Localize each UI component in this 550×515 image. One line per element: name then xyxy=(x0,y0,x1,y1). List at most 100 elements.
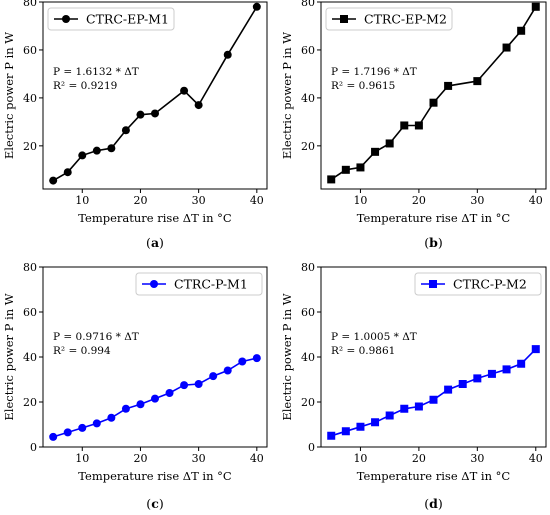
data-point xyxy=(429,395,438,404)
x-tick-label: 20 xyxy=(133,452,147,465)
data-point xyxy=(371,418,380,427)
x-axis-label: Temperature rise ΔT in °C xyxy=(78,211,232,225)
x-axis-label: Temperature rise ΔT in °C xyxy=(357,211,511,225)
y-tick-label: 0 xyxy=(308,441,315,454)
y-tick-label: 80 xyxy=(301,0,315,9)
data-point xyxy=(63,168,72,177)
chart-panel-a: 10 20 30 40 20 40 60 80 Temperature rise ΔT in °… xyxy=(2,0,268,250)
x-tick-label: 20 xyxy=(412,452,426,465)
y-tick-label: 20 xyxy=(301,396,315,409)
fit-annotation: R² = 0.9861 xyxy=(331,345,395,357)
data-point xyxy=(194,101,203,110)
legend-box xyxy=(47,7,175,31)
fit-annotation: P = 1.6132 * ΔT xyxy=(53,66,139,78)
data-point xyxy=(107,413,116,422)
x-axis-label: Temperature rise ΔT in °C xyxy=(357,469,511,483)
fit-annotation: P = 1.7196 * ΔT xyxy=(331,66,417,78)
y-tick-label: 20 xyxy=(23,140,37,153)
y-axis-label: Electric power P in W xyxy=(280,293,294,420)
legend: CTRC-EP-M2 xyxy=(325,7,453,31)
data-point xyxy=(414,402,423,411)
x-tick-label: 40 xyxy=(529,452,543,465)
data-point xyxy=(327,431,336,440)
data-point xyxy=(531,345,540,354)
legend: CTRC-EP-M1 xyxy=(47,7,175,31)
legend-label: CTRC-EP-M1 xyxy=(86,12,169,27)
x-tick-label: 30 xyxy=(192,452,206,465)
chart-panel-b: 10 20 30 40 20 40 60 80 Temperature rise ΔT in °… xyxy=(280,0,547,250)
panel-caption: (b) xyxy=(424,235,443,250)
data-point xyxy=(371,147,380,156)
plot-frame xyxy=(42,1,268,190)
y-axis-label: Electric power P in W xyxy=(2,32,16,159)
fit-annotation: R² = 0.9615 xyxy=(331,80,395,92)
fit-annotation: P = 0.9716 * ΔT xyxy=(53,331,139,343)
y-tick-label: 80 xyxy=(23,0,37,9)
plot-frame xyxy=(320,1,547,190)
x-tick-label: 20 xyxy=(412,194,426,207)
data-point xyxy=(473,374,482,383)
x-tick-label: 10 xyxy=(75,452,89,465)
y-tick-label: 60 xyxy=(301,44,315,57)
chart-panel-d: 10 20 30 40 0 20 40 60 80 Temperature rise ΔT in … xyxy=(280,261,547,511)
y-tick-label: 60 xyxy=(23,306,37,319)
data-point xyxy=(107,144,116,153)
panel-caption: (a) xyxy=(146,235,164,250)
data-point xyxy=(341,427,350,436)
data-point xyxy=(194,380,203,388)
data-point xyxy=(444,81,453,90)
x-tick-label: 40 xyxy=(250,194,264,207)
data-point xyxy=(78,423,87,432)
data-point xyxy=(121,404,130,413)
data-point xyxy=(444,385,453,394)
y-tick-label: 40 xyxy=(23,92,37,105)
data-point xyxy=(502,365,511,374)
legend-label: CTRC-EP-M2 xyxy=(364,12,447,27)
x-tick-label: 40 xyxy=(529,194,543,207)
data-point xyxy=(151,394,159,403)
data-point xyxy=(400,404,409,413)
y-tick-label: 60 xyxy=(23,44,37,57)
data-point xyxy=(458,380,467,388)
y-tick-label: 40 xyxy=(301,92,315,105)
legend: CTRC-P-M2 xyxy=(414,272,542,296)
data-point xyxy=(429,98,438,107)
data-point xyxy=(327,175,336,184)
panel-caption: (d) xyxy=(424,496,443,511)
y-tick-label: 80 xyxy=(301,261,315,274)
y-tick-label: 20 xyxy=(301,140,315,153)
x-tick-label: 10 xyxy=(353,452,367,465)
data-point xyxy=(356,422,365,431)
data-point xyxy=(49,432,58,441)
data-point xyxy=(121,126,130,135)
data-point xyxy=(385,139,394,148)
legend-marker xyxy=(429,280,437,288)
data-point xyxy=(180,381,189,390)
data-point xyxy=(487,369,496,378)
data-point xyxy=(517,26,526,35)
legend-marker xyxy=(340,15,348,23)
legend-box xyxy=(414,272,542,296)
series-line xyxy=(330,6,537,181)
fit-annotation: R² = 0.9219 xyxy=(53,80,117,92)
y-tick-label: 0 xyxy=(30,441,37,454)
fit-annotation: P = 1.0005 * ΔT xyxy=(331,331,417,343)
fit-annotation: R² = 0.994 xyxy=(53,345,111,357)
y-axis-label: Electric power P in W xyxy=(280,32,294,159)
data-point xyxy=(165,389,174,397)
data-point xyxy=(341,165,350,174)
y-tick-label: 40 xyxy=(301,351,315,364)
chart-panel-c: 10 20 30 40 0 20 40 60 80 Temperature rise ΔT in … xyxy=(2,261,268,511)
data-point xyxy=(63,428,72,437)
legend-label: CTRC-P-M2 xyxy=(453,277,527,292)
data-point xyxy=(136,400,145,409)
data-point xyxy=(92,419,101,428)
data-point xyxy=(92,146,101,155)
legend-box xyxy=(135,272,263,296)
data-point xyxy=(209,372,218,381)
data-point xyxy=(473,77,482,86)
y-tick-label: 40 xyxy=(23,351,37,364)
data-point xyxy=(502,43,511,52)
data-point xyxy=(136,110,145,119)
